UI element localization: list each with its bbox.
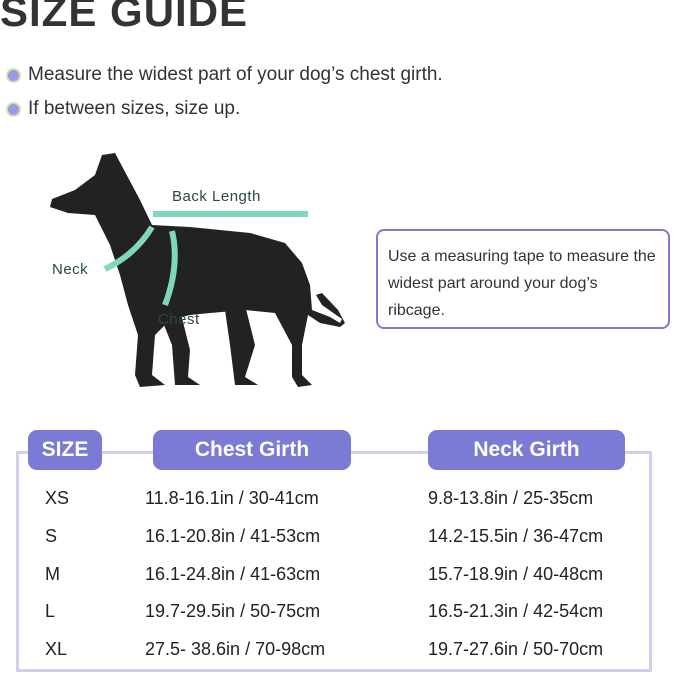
cell-size: M [45, 564, 60, 584]
bullet-text: Measure the widest part of your dog’s ch… [28, 64, 443, 85]
cell-neck: 14.2-15.5in / 36-47cm [428, 526, 604, 546]
cell-size: XS [45, 488, 70, 508]
neck-label: Neck [52, 261, 89, 278]
cell-chest: 16.1-24.8in / 41-63cm [145, 564, 321, 584]
cell-chest: 16.1-20.8in / 41-53cm [145, 526, 321, 546]
header-neck-girth: Neck Girth [428, 430, 625, 470]
chest-label: Chest [158, 311, 200, 328]
bullet-item: If between sizes, size up. [6, 98, 240, 120]
cell-chest: 11.8-16.1in / 30-41cm [145, 488, 319, 508]
measure-note: Use a measuring tape to measure the wide… [376, 229, 670, 329]
cell-neck: 9.8-13.8in / 25-35cm [428, 488, 594, 508]
cell-size: S [45, 526, 58, 546]
bullet-text: If between sizes, size up. [28, 98, 241, 119]
header-chest-girth: Chest Girth [153, 430, 351, 470]
bullet-dot-icon [6, 101, 21, 117]
cell-chest: 19.7-29.5in / 50-75cm [145, 601, 321, 621]
cell-chest: 27.5- 38.6in / 70-98cm [145, 639, 326, 659]
cell-neck: 19.7-27.6in / 50-70cm [428, 639, 604, 659]
cell-size: XL [45, 639, 68, 659]
cell-neck: 16.5-21.3in / 42-54cm [428, 601, 604, 621]
header-size: SIZE [28, 430, 102, 470]
dog-silhouette-icon [50, 153, 345, 387]
bullet-item: Measure the widest part of your dog’s ch… [6, 64, 443, 86]
page-title: SIZE GUIDE [0, 0, 249, 35]
cell-size: L [45, 601, 56, 621]
cell-neck: 15.7-18.9in / 40-48cm [428, 564, 604, 584]
back-length-label: Back Length [172, 188, 261, 205]
bullet-dot-icon [6, 67, 21, 83]
